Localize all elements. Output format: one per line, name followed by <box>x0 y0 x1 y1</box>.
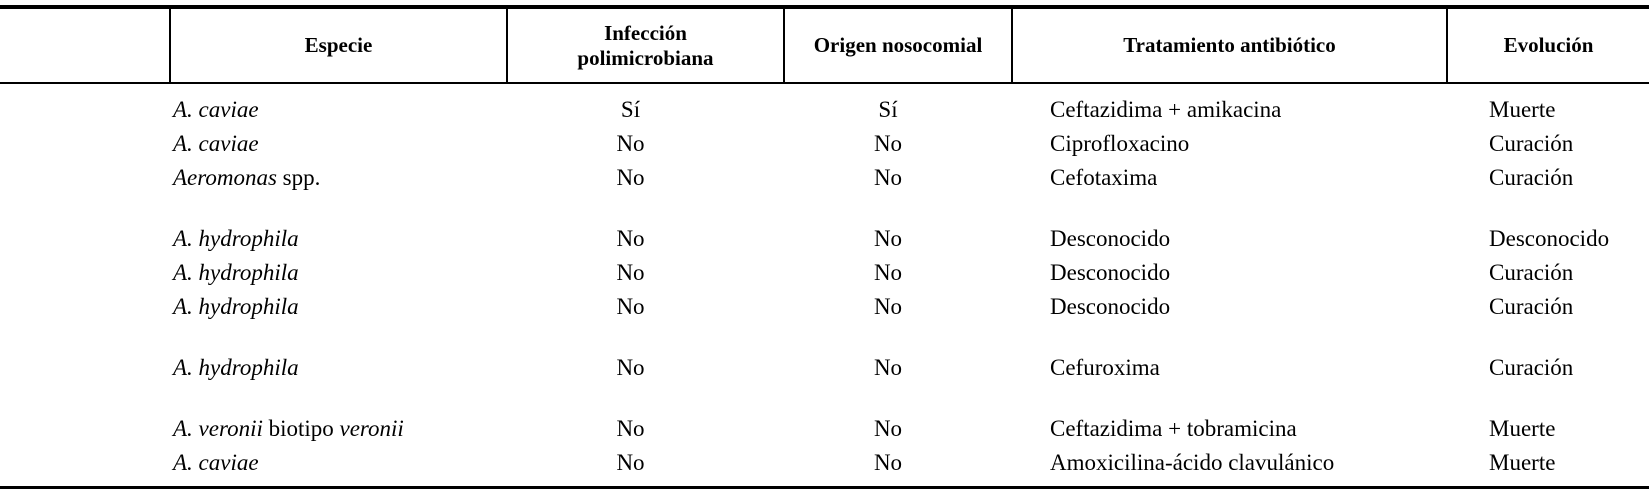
species-name-roman: spp. <box>276 165 321 190</box>
species-name-italic: A. hydrophila <box>173 226 299 251</box>
cell-origen: No <box>873 294 903 319</box>
table-body: A. caviae Sí Sí Ceftazidima + amikacina Muer… <box>0 83 1649 488</box>
species-name-italic: A. veronii <box>173 416 263 441</box>
table-row: A. caviae No No Ciprofloxacino Curación <box>0 127 1649 161</box>
header-row: Especie Infección polimicrobiana Origen … <box>0 7 1649 84</box>
species-name-italic: A. hydrophila <box>173 355 299 380</box>
cell-blank <box>0 446 170 480</box>
cell-origen: Sí <box>878 97 898 122</box>
table-top-padding <box>0 83 1649 93</box>
cell-infeccion: No <box>616 165 645 190</box>
cell-tratamiento: Ceftazidima + tobramicina <box>1050 416 1297 441</box>
cell-origen: No <box>873 165 903 190</box>
table-row: A. caviae No No Amoxicilina-ácido clavuláni… <box>0 446 1649 480</box>
cell-tratamiento: Amoxicilina-ácido clavulánico <box>1050 450 1335 475</box>
cell-tratamiento: Cefuroxima <box>1050 355 1160 380</box>
cell-tratamiento: Desconocido <box>1050 226 1171 251</box>
cell-evolucion: Desconocido <box>1489 226 1610 251</box>
header-cell-tratamiento: Tratamiento antibiótico <box>1011 7 1447 84</box>
header-cell-infeccion: Infección polimicrobiana <box>506 7 784 84</box>
header-cell-origen: Origen nosocomial <box>783 7 1012 84</box>
table-header: Especie Infección polimicrobiana Origen … <box>0 7 1649 84</box>
cell-evolucion: Curación <box>1489 294 1574 319</box>
species-name-italic: A. caviae <box>173 97 259 122</box>
cell-especie: A. caviae <box>170 446 507 480</box>
cell-infeccion: No <box>616 226 645 251</box>
cell-tratamiento: Desconocido <box>1050 260 1171 285</box>
row-group-gap-cell <box>0 385 1649 412</box>
cell-blank <box>0 127 170 161</box>
table-top-padding-cell <box>0 83 1649 93</box>
cell-tratamiento: Desconocido <box>1050 294 1171 319</box>
cell-especie: A. hydrophila <box>170 256 507 290</box>
row-group-gap <box>0 385 1649 412</box>
table-bottom-padding-cell <box>0 480 1649 488</box>
table-row: A. veronii biotipo veronii No No Ceftazidim… <box>0 412 1649 446</box>
table-row: A. hydrophila No No Desconocido Curación <box>0 256 1649 290</box>
cell-infeccion: No <box>616 260 645 285</box>
species-name-italic: A. caviae <box>173 450 259 475</box>
cell-origen: No <box>873 416 903 441</box>
header-cell-evolucion: Evolución <box>1446 7 1649 84</box>
clinical-cases-table: Especie Infección polimicrobiana Origen … <box>0 5 1649 489</box>
species-name-italic: A. hydrophila <box>173 260 299 285</box>
cell-evolucion: Muerte <box>1489 416 1556 441</box>
cell-origen: No <box>873 260 903 285</box>
cell-especie: A. hydrophila <box>170 222 507 256</box>
table-row: A. hydrophila No No Desconocido Curación <box>0 290 1649 324</box>
cell-tratamiento: Ceftazidima + amikacina <box>1050 97 1282 122</box>
table-row: A. caviae Sí Sí Ceftazidima + amikacina Muer… <box>0 93 1649 127</box>
cell-infeccion: No <box>616 416 645 441</box>
cell-blank <box>0 93 170 127</box>
cell-especie: A. caviae <box>170 93 507 127</box>
cell-tratamiento: Ciprofloxacino <box>1050 131 1190 156</box>
species-name-italic: veronii <box>339 416 404 441</box>
species-name-italic: A. caviae <box>173 131 259 156</box>
row-group-gap <box>0 324 1649 351</box>
species-name-italic: A. hydrophila <box>173 294 299 319</box>
cell-blank <box>0 256 170 290</box>
cell-origen: No <box>873 226 903 251</box>
cell-evolucion: Curación <box>1489 355 1574 380</box>
row-group-gap-cell <box>0 324 1649 351</box>
cell-infeccion: No <box>616 131 645 156</box>
cell-especie: A. veronii biotipo veronii <box>170 412 507 446</box>
cell-infeccion: No <box>616 294 645 319</box>
cell-blank <box>0 290 170 324</box>
table-row: A. hydrophila No No Cefuroxima Curación <box>0 351 1649 385</box>
cell-especie: A. caviae <box>170 127 507 161</box>
cell-origen: No <box>873 450 903 475</box>
row-group-gap <box>0 195 1649 222</box>
cell-especie: A. hydrophila <box>170 351 507 385</box>
cell-evolucion: Muerte <box>1489 97 1556 122</box>
header-cell-blank <box>0 7 170 84</box>
row-group-gap-cell <box>0 195 1649 222</box>
cell-evolucion: Curación <box>1489 131 1574 156</box>
table-row: A. hydrophila No No Desconocido Desconocido <box>0 222 1649 256</box>
header-cell-especie: Especie <box>169 7 507 84</box>
table-bottom-padding <box>0 480 1649 488</box>
species-name-roman: biotipo <box>262 416 340 441</box>
cell-especie: A. hydrophila <box>170 290 507 324</box>
cell-infeccion: Sí <box>620 97 641 122</box>
cell-blank <box>0 351 170 385</box>
cell-evolucion: Curación <box>1489 260 1574 285</box>
cell-blank <box>0 412 170 446</box>
species-name-italic: Aeromonas <box>173 165 277 190</box>
cell-infeccion: No <box>616 355 645 380</box>
cell-evolucion: Muerte <box>1489 450 1556 475</box>
cell-origen: No <box>873 131 903 156</box>
cell-blank <box>0 222 170 256</box>
cell-infeccion: No <box>616 450 645 475</box>
cell-origen: No <box>873 355 903 380</box>
cell-especie: Aeromonas spp. <box>170 161 507 195</box>
table-row: Aeromonas spp. No No Cefotaxima Curación <box>0 161 1649 195</box>
cell-blank <box>0 161 170 195</box>
cell-tratamiento: Cefotaxima <box>1050 165 1158 190</box>
cell-evolucion: Curación <box>1489 165 1574 190</box>
